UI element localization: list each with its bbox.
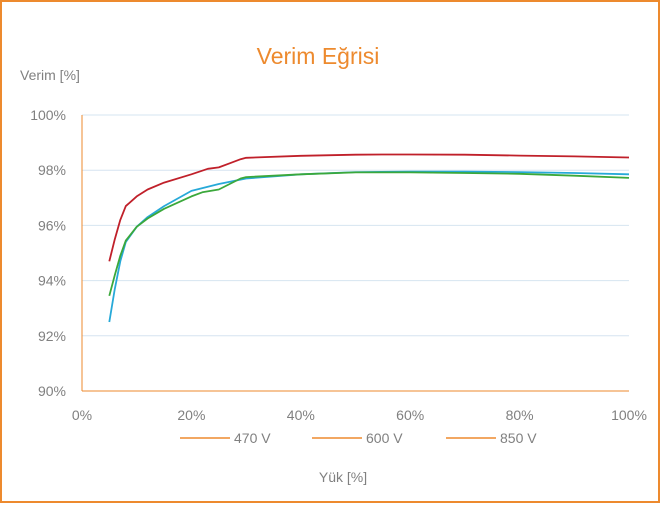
x-tick-label: 20% [177,407,205,423]
x-axis-label: Yük [%] [319,469,367,485]
y-tick-label: 92% [38,328,66,344]
x-tick-label: 60% [396,407,424,423]
legend-label-1: 470 V [234,430,271,446]
series-line-2 [108,171,630,297]
x-tick-label: 40% [287,407,315,423]
y-tick-label: 90% [38,383,66,399]
y-tick-label: 96% [38,217,66,233]
axes [81,115,629,392]
series-lines [108,153,630,323]
y-axis-label: Verim [%] [20,67,80,83]
y-tick-labels: 90% 92% 94% 96% 98% 100% [30,107,66,399]
legend-label-2: 600 V [366,430,403,446]
x-tick-label: 0% [72,407,92,423]
chart-title: Verim Eğrisi [257,43,380,69]
legend: 470 V 600 V 850 V [180,430,537,446]
legend-label-3: 850 V [500,430,537,446]
y-tick-label: 94% [38,273,66,289]
gridlines [82,114,629,337]
y-tick-label: 98% [38,162,66,178]
x-tick-label: 80% [506,407,534,423]
series-line-3 [108,153,630,262]
x-tick-label: 100% [611,407,647,423]
y-tick-label: 100% [30,107,66,123]
x-tick-labels: 0% 20% 40% 60% 80% 100% [72,407,647,423]
series-line-1 [108,170,630,323]
